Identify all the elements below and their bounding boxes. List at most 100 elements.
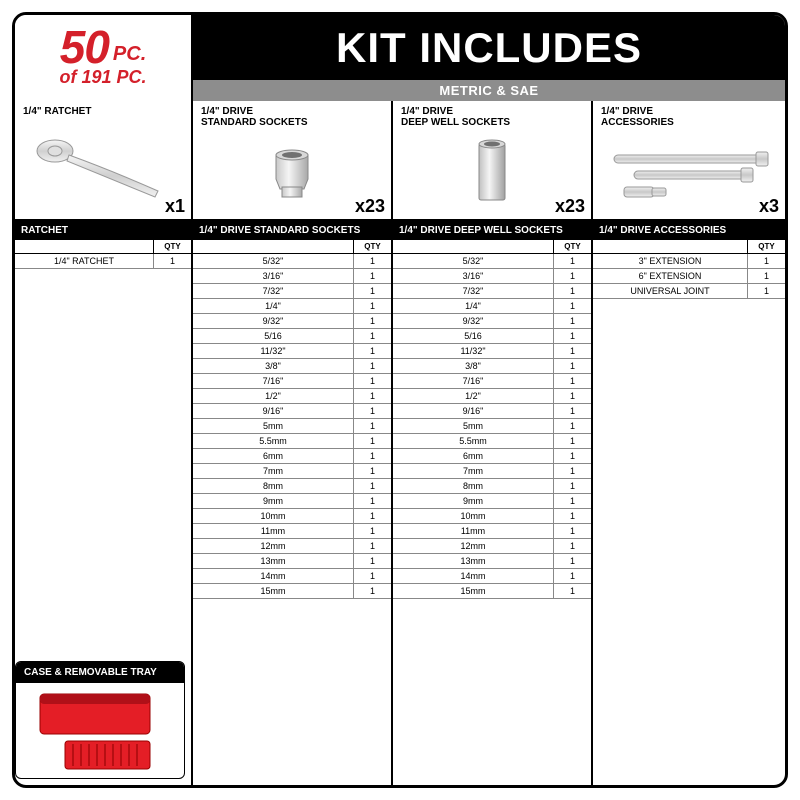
category-qty: x3: [759, 196, 779, 217]
row-qty: 1: [553, 404, 591, 418]
category-qty: x23: [555, 196, 585, 217]
row-qty: 1: [353, 254, 391, 268]
standard-sockets-column: 1/4" DRIVE STANDARD SOCKETS QTY 5/32"13/…: [193, 221, 393, 785]
header: 50 PC. of 191 PC. KIT INCLUDES METRIC & …: [15, 15, 785, 101]
row-name: 3/16": [193, 269, 353, 283]
row-name: 12mm: [393, 539, 553, 553]
row-name: 7/16": [193, 374, 353, 388]
table-row: 15mm1: [193, 584, 391, 599]
row-name: 12mm: [193, 539, 353, 553]
table-row: 8mm1: [393, 479, 591, 494]
row-qty: 1: [353, 299, 391, 313]
row-qty: 1: [553, 584, 591, 598]
row-qty: 1: [553, 554, 591, 568]
case-header: CASE & REMOVABLE TRAY: [16, 662, 184, 683]
table-row: 5mm1: [193, 419, 391, 434]
table-row: 1/2"1: [193, 389, 391, 404]
row-qty: 1: [553, 539, 591, 553]
row-name: 14mm: [393, 569, 553, 583]
row-name: 5mm: [193, 419, 353, 433]
row-qty: 1: [353, 374, 391, 388]
row-qty: 1: [353, 434, 391, 448]
table-row: 9mm1: [193, 494, 391, 509]
row-name: 15mm: [193, 584, 353, 598]
table-row: 6" EXTENSION1: [593, 269, 785, 284]
row-name: 5/32": [193, 254, 353, 268]
row-name: 13mm: [393, 554, 553, 568]
row-qty: 1: [553, 494, 591, 508]
accessories-column: 1/4" DRIVE ACCESSORIES QTY 3" EXTENSION1…: [593, 221, 785, 785]
row-name: 9mm: [193, 494, 353, 508]
table-row: 10mm1: [193, 509, 391, 524]
category-ratchet: 1/4" RATCHET x1: [15, 101, 193, 219]
table-row: 3/8"1: [393, 359, 591, 374]
table-subhead: QTY: [593, 240, 785, 254]
row-qty: 1: [553, 464, 591, 478]
piece-count-pc: PC.: [113, 46, 146, 63]
row-name: 1/4": [393, 299, 553, 313]
row-name: 10mm: [393, 509, 553, 523]
row-name: 5mm: [393, 419, 553, 433]
category-row: 1/4" RATCHET x1 1/4" DRIVE STANDARD SOCK…: [15, 101, 785, 221]
qty-header: QTY: [747, 240, 785, 253]
table-row: 13mm1: [393, 554, 591, 569]
table-row: 7mm1: [193, 464, 391, 479]
row-name: 1/2": [393, 389, 553, 403]
kit-includes-card: 50 PC. of 191 PC. KIT INCLUDES METRIC & …: [12, 12, 788, 788]
row-qty: 1: [747, 269, 785, 283]
row-qty: 1: [553, 509, 591, 523]
row-qty: 1: [353, 344, 391, 358]
case-box: CASE & REMOVABLE TRAY: [15, 661, 185, 779]
row-name: 3/16": [393, 269, 553, 283]
row-qty: 1: [353, 554, 391, 568]
row-qty: 1: [353, 329, 391, 343]
table-row: 11mm1: [393, 524, 591, 539]
ratchet-table-body: 1/4" RATCHET1: [15, 254, 191, 269]
table-row: 9/16"1: [193, 404, 391, 419]
row-qty: 1: [553, 434, 591, 448]
row-name: 1/4" RATCHET: [15, 254, 153, 268]
row-name: 1/4": [193, 299, 353, 313]
row-name: 15mm: [393, 584, 553, 598]
table-row: 7/16"1: [193, 374, 391, 389]
row-name: 11/32": [193, 344, 353, 358]
category-label: 1/4" DRIVE DEEP WELL SOCKETS: [401, 106, 583, 128]
piece-count-number: 50: [60, 28, 109, 67]
row-name: 9/32": [193, 314, 353, 328]
row-name: UNIVERSAL JOINT: [593, 284, 747, 298]
table-row: 7/32"1: [193, 284, 391, 299]
row-name: 10mm: [193, 509, 353, 523]
table-row: 1/4"1: [393, 299, 591, 314]
row-name: 8mm: [193, 479, 353, 493]
table-header-standard: 1/4" DRIVE STANDARD SOCKETS: [193, 221, 391, 240]
table-row: 1/4"1: [193, 299, 391, 314]
table-row: 10mm1: [393, 509, 591, 524]
table-row: 13mm1: [193, 554, 391, 569]
row-name: 7mm: [393, 464, 553, 478]
table-row: 9/16"1: [393, 404, 591, 419]
row-name: 9/16": [393, 404, 553, 418]
row-name: 8mm: [393, 479, 553, 493]
row-qty: 1: [353, 419, 391, 433]
table-header-acc: 1/4" DRIVE ACCESSORIES: [593, 221, 785, 240]
tables-area: RATCHET QTY 1/4" RATCHET1 CASE & REMOVAB…: [15, 221, 785, 785]
row-name: 6mm: [193, 449, 353, 463]
row-name: 1/2": [193, 389, 353, 403]
table-row: 3/8"1: [193, 359, 391, 374]
row-name: 11/32": [393, 344, 553, 358]
table-row: 8mm1: [193, 479, 391, 494]
category-standard-sockets: 1/4" DRIVE STANDARD SOCKETS x23: [193, 101, 393, 219]
table-row: 9/32"1: [193, 314, 391, 329]
row-qty: 1: [553, 569, 591, 583]
table-row: 11mm1: [193, 524, 391, 539]
table-row: 9/32"1: [393, 314, 591, 329]
table-subhead: QTY: [393, 240, 591, 254]
table-row: 7mm1: [393, 464, 591, 479]
row-qty: 1: [553, 299, 591, 313]
table-row: 5mm1: [393, 419, 591, 434]
row-qty: 1: [353, 509, 391, 523]
row-name: 9/32": [393, 314, 553, 328]
table-row: 1/2"1: [393, 389, 591, 404]
row-name: 5/16: [193, 329, 353, 343]
table-row: 7/32"1: [393, 284, 591, 299]
